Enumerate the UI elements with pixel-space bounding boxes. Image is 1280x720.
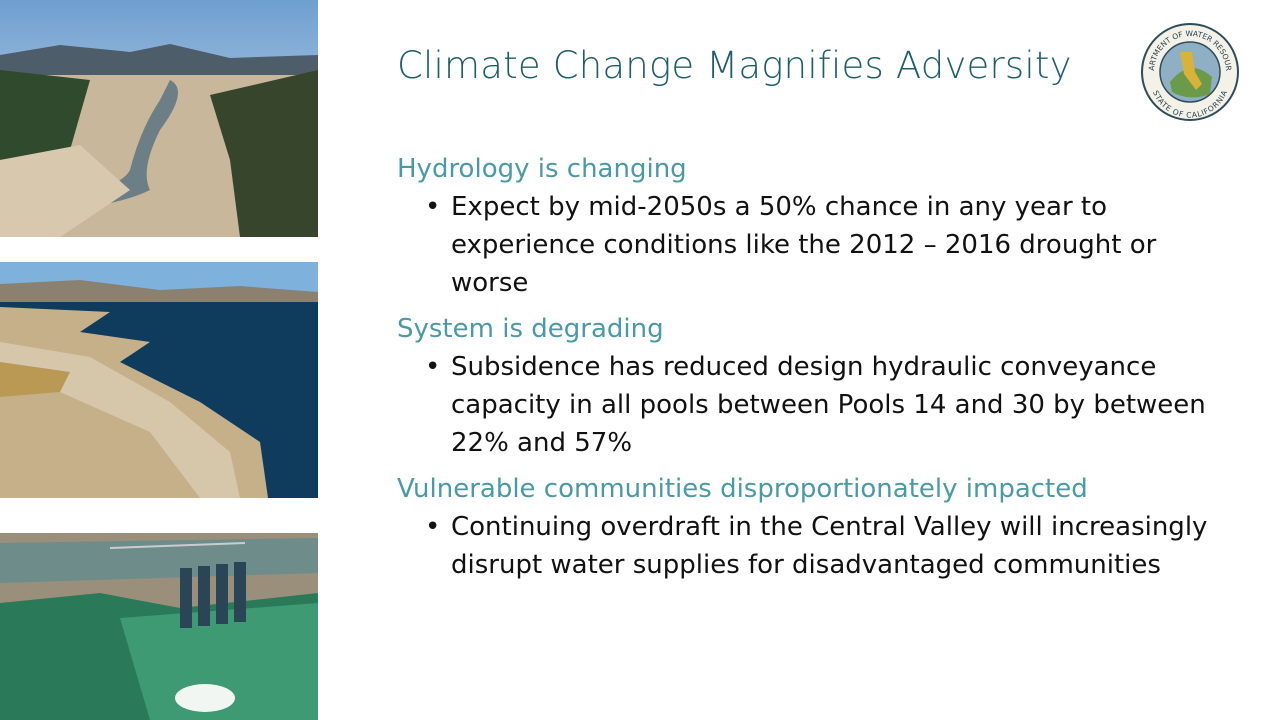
logo: DEPARTMENT OF WATER RESOURCES STATE OF C… [1140,22,1239,121]
section-heading: Vulnerable communities disproportionatel… [397,474,1088,504]
section-heading: Hydrology is changing [397,154,687,184]
section-heading: System is degrading [397,314,664,344]
bullet-text: Continuing overdraft in the Central Vall… [397,508,1231,584]
slide-title: Climate Change Magnifies Adversity [397,44,1072,87]
bullet-text: Expect by mid-2050s a 50% chance in any … [397,188,1231,302]
photo-intake-towers [0,533,318,720]
photo-reservoir [0,262,318,498]
photo-dry-lake [0,0,318,237]
content: Hydrology is changing Expect by mid-2050s… [397,142,1247,588]
bullet-text: Subsidence has reduced design hydraulic … [397,348,1231,462]
